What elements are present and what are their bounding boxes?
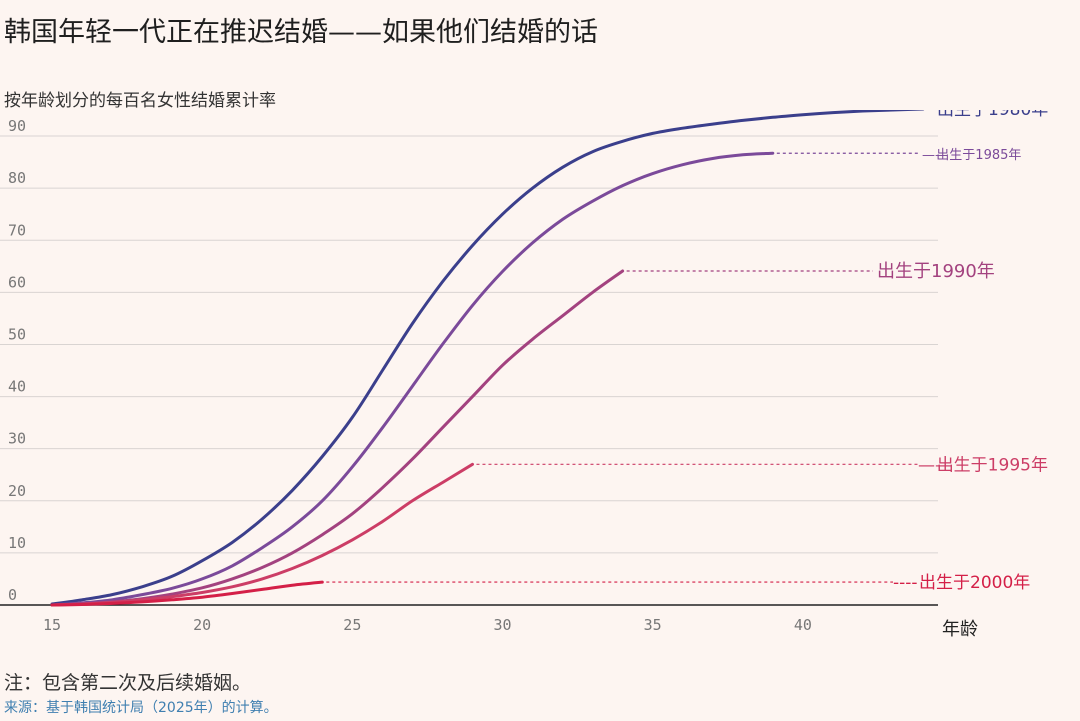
y-tick-label: 20 bbox=[8, 482, 26, 500]
series-labels: 出生于1980年——出生于1985年出生于1990年——出生于1995年----… bbox=[877, 110, 1048, 593]
y-tick-label: 50 bbox=[8, 325, 26, 343]
leader-dash: —— bbox=[922, 148, 948, 163]
chart-subtitle: 按年龄划分的每百名女性结婚累计率 bbox=[4, 91, 276, 111]
series-label: ---- 出生于2000年 bbox=[893, 573, 1030, 593]
y-axis-ticks: 0 10 20 30 40 50 60 70 80 90 bbox=[8, 117, 26, 604]
series-label: 出生于1980年 bbox=[937, 110, 1048, 120]
x-tick-label: 30 bbox=[493, 616, 511, 634]
series-line bbox=[50, 110, 925, 606]
x-tick-label: 35 bbox=[644, 616, 662, 634]
series-label-text: 出生于1985年 bbox=[936, 148, 1021, 163]
x-axis-ticks: 15 20 25 30 35 40 bbox=[43, 616, 812, 634]
x-tick-label: 40 bbox=[794, 616, 812, 634]
line-chart: 0 10 20 30 40 50 60 70 80 90 15 20 25 30 35 40 出生于1980… bbox=[0, 110, 1048, 640]
y-tick-label: 90 bbox=[8, 117, 26, 135]
leader-dash: —— bbox=[918, 455, 952, 475]
x-tick-label: 25 bbox=[343, 616, 361, 634]
y-tick-label: 30 bbox=[8, 430, 26, 448]
series-label: ——出生于1995年 bbox=[918, 455, 1048, 475]
y-tick-label: 70 bbox=[8, 221, 26, 239]
gridlines bbox=[0, 135, 938, 606]
y-tick-label: 80 bbox=[8, 169, 26, 187]
series-label: ——出生于1985年 bbox=[922, 148, 1021, 163]
y-tick-label: 0 bbox=[8, 586, 17, 604]
y-tick-label: 10 bbox=[8, 534, 26, 552]
y-tick-label: 60 bbox=[8, 273, 26, 291]
footnote: 注：包含第二次及后续婚姻。 bbox=[4, 672, 252, 694]
chart-title: 韩国年轻一代正在推迟结婚——如果他们结婚的话 bbox=[4, 17, 598, 48]
series-label-text: 出生于1995年 bbox=[937, 455, 1048, 475]
series-label-text: 出生于2000年 bbox=[919, 573, 1030, 593]
x-axis-label: 年龄 bbox=[942, 619, 978, 640]
source-note: 来源：基于韩国统计局（2025年）的计算。 bbox=[4, 700, 278, 716]
leader-dash: ---- bbox=[893, 573, 918, 593]
series-line bbox=[50, 462, 474, 607]
x-tick-label: 15 bbox=[43, 616, 61, 634]
series-label-text: 出生于1980年 bbox=[937, 110, 1048, 120]
y-tick-label: 40 bbox=[8, 378, 26, 396]
series-lines bbox=[50, 110, 925, 607]
series-label: 出生于1990年 bbox=[877, 261, 995, 282]
series-label-text: 出生于1990年 bbox=[877, 261, 995, 282]
series-line bbox=[50, 580, 324, 607]
x-tick-label: 20 bbox=[193, 616, 211, 634]
series-line bbox=[50, 151, 775, 607]
